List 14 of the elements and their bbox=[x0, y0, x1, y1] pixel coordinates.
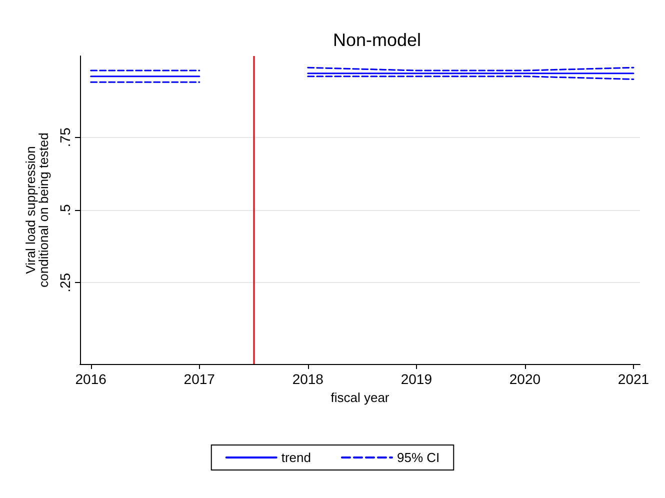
x-tick-label: 2016 bbox=[75, 371, 107, 387]
legend-label: trend bbox=[281, 450, 312, 465]
x-tick-label: 2021 bbox=[618, 371, 650, 387]
y-tick-label: .5 bbox=[57, 204, 73, 216]
x-axis-title: fiscal year bbox=[330, 390, 390, 405]
y-tick-label: .25 bbox=[57, 272, 73, 292]
x-tick-label: 2017 bbox=[184, 371, 216, 387]
legend-label: 95% CI bbox=[397, 450, 440, 465]
x-tick-label: 2018 bbox=[292, 371, 324, 387]
y-tick-label: .75 bbox=[57, 127, 73, 148]
chart-title: Non-model bbox=[332, 30, 422, 50]
y-axis-title: Viral load suppression conditional on being tested bbox=[23, 132, 51, 288]
x-tick-label: 2019 bbox=[400, 371, 432, 387]
x-tick-label: 2020 bbox=[509, 371, 541, 387]
